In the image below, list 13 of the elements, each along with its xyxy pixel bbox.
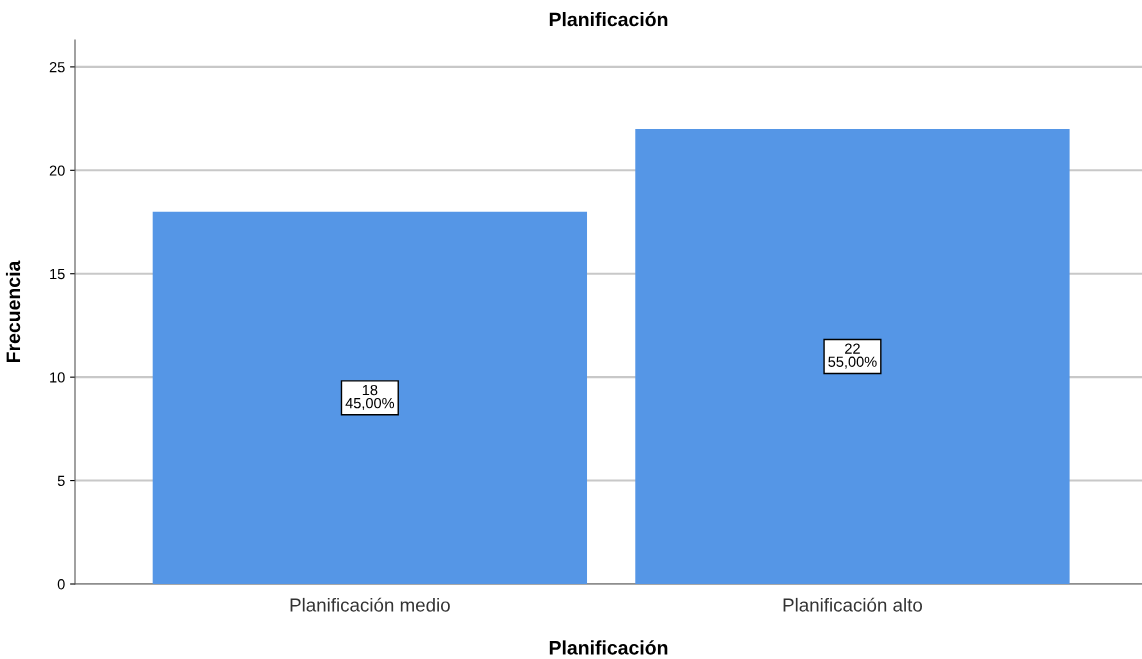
data-label: 22 55,00% xyxy=(828,343,877,369)
x-tick-label: Planificación alto xyxy=(783,597,923,612)
y-tick-label: 5 xyxy=(57,475,65,487)
y-tick-label: 15 xyxy=(50,268,65,280)
y-tick-label: 10 xyxy=(50,372,65,383)
y-tick-label: 20 xyxy=(49,165,65,176)
y-tick-label: 0 xyxy=(57,579,65,590)
y-axis-title: Frecuencia xyxy=(5,260,21,363)
x-axis-title: Planificación xyxy=(549,640,668,655)
data-label: 18 45,00% xyxy=(345,384,395,411)
chart-title: Planificación xyxy=(549,11,668,27)
y-tick-label: 25 xyxy=(49,61,65,73)
x-tick-label: Planificación medio xyxy=(290,597,450,612)
